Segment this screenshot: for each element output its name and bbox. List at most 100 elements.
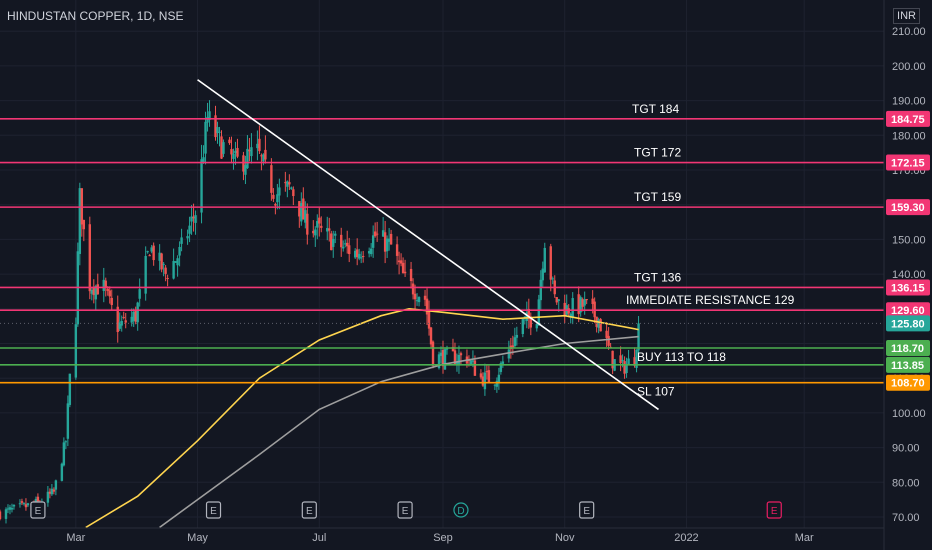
candle-body[interactable] [62,442,66,466]
candle-body[interactable] [36,496,40,502]
candle-body[interactable] [188,225,191,234]
candle-body[interactable] [242,155,245,172]
candle-body[interactable] [124,320,127,323]
candle-body[interactable] [160,253,163,270]
moving-average-line[interactable] [85,307,639,528]
candle-body[interactable] [318,217,321,224]
candle-body[interactable] [202,157,205,163]
candle-body[interactable] [415,300,419,302]
candle-body[interactable] [150,247,153,252]
candle-body[interactable] [367,251,371,254]
candle-body[interactable] [144,255,147,294]
event-marker[interactable]: E [30,501,46,519]
candle-body[interactable] [74,324,78,378]
candle-body[interactable] [571,298,574,318]
candle-body[interactable] [623,361,626,374]
candle-body[interactable] [134,309,137,322]
candle-body[interactable] [164,267,167,274]
candle-body[interactable] [258,138,261,152]
candle-body[interactable] [10,508,14,510]
moving-average-line[interactable] [159,335,639,528]
candle-body[interactable] [248,150,251,152]
candle-body[interactable] [521,318,525,334]
candle-body[interactable] [288,182,291,185]
candle-body[interactable] [537,299,540,326]
candle-body[interactable] [216,127,219,134]
candle-body[interactable] [621,359,624,362]
candle-body[interactable] [64,441,68,443]
candle-body[interactable] [316,221,319,228]
candle-body[interactable] [152,245,155,261]
event-marker[interactable]: E [579,501,595,519]
candle-body[interactable] [290,187,293,189]
trendline[interactable] [197,79,659,411]
candle-body[interactable] [90,290,93,294]
candle-body[interactable] [118,322,121,329]
candle-body[interactable] [78,188,82,254]
candle-body[interactable] [270,165,273,193]
candle-body[interactable] [375,233,379,235]
candle-body[interactable] [48,491,52,494]
candle-body[interactable] [256,143,259,149]
candle-body[interactable] [361,256,365,258]
candle-body[interactable] [455,361,459,366]
candle-body[interactable] [46,491,50,503]
event-marker[interactable]: E [766,501,782,519]
candle-body[interactable] [244,165,247,175]
candle-body[interactable] [353,250,357,258]
candle-body[interactable] [158,252,161,261]
price-tag[interactable]: 136.15 [886,279,930,296]
candle-body[interactable] [471,360,475,362]
candle-body[interactable] [403,271,407,274]
candle-body[interactable] [132,311,135,322]
candle-body[interactable] [535,323,538,329]
candle-body[interactable] [627,358,630,366]
candle-body[interactable] [397,260,401,263]
candle-body[interactable] [541,268,544,281]
candle-body[interactable] [507,349,511,359]
currency-label[interactable]: INR [893,8,920,24]
candle-body[interactable] [304,210,307,223]
candle-body[interactable] [381,230,385,237]
candle-body[interactable] [162,263,165,265]
candle-body[interactable] [314,229,317,236]
candle-body[interactable] [298,201,301,217]
candle-body[interactable] [583,299,586,306]
candle-body[interactable] [511,345,515,348]
candle-body[interactable] [120,320,123,326]
candle-body[interactable] [232,153,235,159]
candle-body[interactable] [18,503,22,505]
candle-body[interactable] [457,354,461,364]
candle-body[interactable] [260,155,263,157]
candle-body[interactable] [359,257,363,259]
candle-body[interactable] [178,246,181,256]
candle-body[interactable] [222,142,225,154]
candle-body[interactable] [274,203,277,206]
candle-body[interactable] [8,507,12,510]
price-tag[interactable]: 108.70 [886,374,930,391]
candle-body[interactable] [611,350,614,369]
candle-body[interactable] [551,278,554,280]
candle-body[interactable] [176,258,179,266]
candle-body[interactable] [166,278,169,280]
candle-body[interactable] [501,361,505,364]
candle-body[interactable] [585,299,588,301]
candle-body[interactable] [581,299,584,307]
candle-body[interactable] [401,262,405,274]
candle-body[interactable] [328,228,331,231]
candle-body[interactable] [499,363,503,372]
candle-body[interactable] [284,182,287,184]
candle-body[interactable] [214,115,217,138]
candle-body[interactable] [204,121,207,154]
candle-body[interactable] [246,148,249,169]
candle-body[interactable] [320,225,323,228]
candle-body[interactable] [234,150,237,154]
candle-body[interactable] [423,295,427,300]
candle-body[interactable] [94,286,97,300]
event-marker[interactable]: E [205,501,222,519]
candle-body[interactable] [276,194,279,203]
candle-body[interactable] [250,147,253,157]
candle-body[interactable] [174,261,177,263]
candle-body[interactable] [579,297,582,313]
